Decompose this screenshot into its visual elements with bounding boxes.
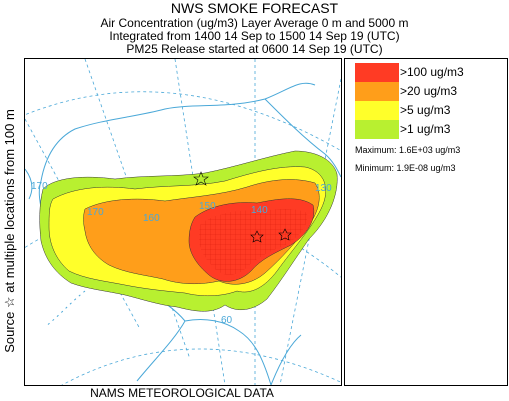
- meridian-label-140: 140: [251, 205, 268, 216]
- legend-swatch: [355, 120, 399, 139]
- latitude-label-60: 60: [221, 315, 233, 326]
- meridian-label-150: 150: [199, 201, 216, 212]
- source-star-icon: [278, 228, 292, 241]
- integration-subtitle: Integrated from 1400 14 Sep to 1500 14 S…: [109, 29, 400, 43]
- source-markers: [193, 171, 292, 243]
- latitude-line-70: [25, 91, 341, 152]
- meridian-label-160: 160: [143, 213, 160, 224]
- southeast-coast: [270, 334, 302, 385]
- legend-swatch: [355, 82, 399, 101]
- smoke-map: 170 170 160 150 140 130 60: [24, 58, 342, 386]
- release-subtitle: PM25 Release started at 0600 14 Sep 19 (…: [126, 42, 383, 56]
- arctic-coast: [264, 98, 341, 178]
- maximum-value: Maximum: 1.6E+03 ug/m3: [355, 145, 461, 155]
- latitude-line-50: [61, 348, 341, 385]
- siberia-coast: [25, 168, 33, 200]
- legend: >100 ug/m3 >20 ug/m3 >5 ug/m3 >1 ug/m3 M…: [344, 58, 508, 386]
- minimum-value: Minimum: 1.9E-08 ug/m3: [355, 163, 456, 173]
- meteorological-data-label: NAMS METEOROLOGICAL DATA: [90, 386, 274, 400]
- meridian-label-130: 130: [315, 183, 332, 194]
- concentration-subtitle: Air Concentration (ug/m3) Layer Average …: [100, 16, 409, 30]
- legend-label: >20 ug/m3: [400, 84, 458, 98]
- smoke-plume: [39, 150, 338, 312]
- legend-swatch: [355, 63, 399, 82]
- meridian-label-170: 170: [87, 207, 104, 218]
- meridian-label-170-west: 170: [31, 181, 48, 192]
- coastline: [25, 82, 341, 385]
- legend-label: >100 ug/m3: [400, 65, 464, 79]
- source-star-icon: [193, 171, 209, 186]
- legend-swatch: [355, 101, 399, 120]
- aleutian-chain: [44, 290, 86, 328]
- map-title: NWS SMOKE FORECAST: [170, 0, 339, 16]
- legend-label: >1 ug/m3: [400, 122, 451, 136]
- source-locations-label: Source ☆ at multiple locations from 100 …: [2, 109, 17, 353]
- source-star-icon: [250, 230, 264, 243]
- legend-label: >5 ug/m3: [400, 103, 451, 117]
